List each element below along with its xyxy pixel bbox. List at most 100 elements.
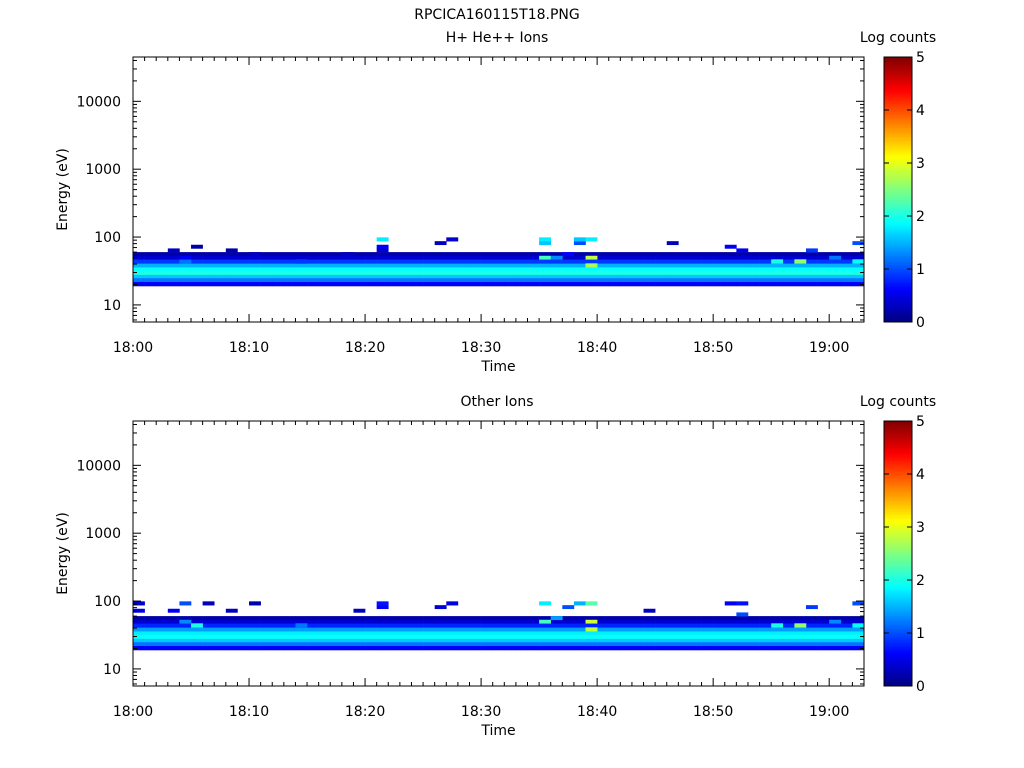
heatmap-cell <box>643 616 656 621</box>
heatmap-cell <box>307 631 319 635</box>
heatmap-cell <box>365 267 377 271</box>
heatmap-cell <box>759 274 772 279</box>
heatmap-cell <box>817 619 830 624</box>
heatmap-cell <box>307 259 319 264</box>
heatmap-cell <box>133 277 145 282</box>
heatmap-cell <box>295 631 308 635</box>
colorbar-segment <box>884 246 912 250</box>
heatmap-cell <box>237 281 250 287</box>
heatmap-cell <box>133 267 145 271</box>
heatmap-cell <box>573 274 586 279</box>
heatmap-cell <box>225 263 238 268</box>
heatmap-cell <box>829 255 842 260</box>
heatmap-cell <box>597 255 610 260</box>
heatmap-cell <box>353 259 366 264</box>
heatmap-cell <box>191 274 203 279</box>
heatmap-cell <box>840 263 853 268</box>
heatmap-cell <box>353 631 366 635</box>
colorbar-tick-label: 0 <box>916 679 925 695</box>
heatmap-cell <box>167 608 180 613</box>
heatmap-cell <box>411 616 424 621</box>
heatmap-cell <box>504 627 517 632</box>
heatmap-cell <box>376 274 389 279</box>
colorbar-segment <box>884 85 912 89</box>
colorbar-segment <box>884 251 912 255</box>
colorbar-frame <box>883 56 913 323</box>
heatmap-cell <box>643 267 656 271</box>
y-tick-label: 1000 <box>85 526 121 542</box>
heatmap-cell <box>446 263 459 268</box>
colorbar-segment <box>884 286 912 290</box>
heatmap-cell <box>573 601 586 606</box>
heatmap-cell <box>341 627 354 632</box>
heatmap-cell <box>144 259 157 264</box>
heatmap-cell <box>678 263 691 268</box>
heatmap-cell <box>295 259 308 264</box>
heatmap-cell <box>330 281 343 287</box>
heatmap-cell <box>133 601 145 606</box>
heatmap-cell <box>597 270 610 275</box>
heatmap-cell <box>829 638 842 643</box>
colorbar-segment <box>884 123 912 126</box>
heatmap-cell <box>620 277 633 282</box>
heatmap-cells <box>133 601 864 651</box>
heatmap-cell <box>597 274 610 279</box>
heatmap-cell <box>701 255 714 260</box>
heatmap-cell <box>805 641 818 646</box>
heatmap-cell <box>283 259 296 264</box>
colorbar-segment <box>884 432 912 435</box>
heatmap-cell <box>283 631 296 635</box>
heatmap-cell <box>225 619 238 624</box>
heatmap-cell <box>457 645 470 651</box>
x-tick-label: 18:50 <box>693 340 733 356</box>
colorbar-segment <box>884 531 912 535</box>
heatmap-cell <box>608 274 621 279</box>
heatmap-cell <box>365 627 377 632</box>
heatmap-cell <box>736 619 749 624</box>
heatmap-cell <box>399 277 412 282</box>
heatmap-cell <box>469 259 482 264</box>
heatmap-cell <box>759 634 772 639</box>
heatmap-cell <box>759 263 772 268</box>
heatmap-cell <box>469 267 482 271</box>
heatmap-cell <box>562 605 575 610</box>
heatmap-cell <box>446 634 459 639</box>
heatmap-cell <box>272 619 285 624</box>
colorbar-segment <box>884 163 912 166</box>
heatmap-cell <box>225 270 238 275</box>
heatmap-cell <box>446 616 459 621</box>
heatmap-cell <box>237 277 250 282</box>
heatmap-cell <box>214 270 227 275</box>
heatmap-cell <box>585 252 598 257</box>
colorbar-segment <box>884 626 912 630</box>
heatmap-cell <box>608 277 621 282</box>
heatmap-cell <box>643 277 656 282</box>
heatmap-cell <box>724 645 737 651</box>
colorbar-segment <box>884 467 912 471</box>
heatmap-cell <box>399 645 412 651</box>
heatmap-cell <box>852 623 864 628</box>
heatmap-cell <box>330 252 343 257</box>
colorbar-segment <box>884 551 912 554</box>
heatmap-cell <box>446 638 459 643</box>
heatmap-cell <box>191 252 203 257</box>
heatmap-cell <box>249 267 261 271</box>
heatmap-cell <box>423 641 435 646</box>
heatmap-cell <box>539 277 552 282</box>
heatmap-cell <box>701 631 714 635</box>
y-tick-label: 10 <box>103 298 121 314</box>
heatmap-cell <box>434 619 447 624</box>
heatmap-cell <box>249 641 261 646</box>
heatmap-cell <box>249 252 261 257</box>
colorbar-segment <box>884 204 912 208</box>
colorbar-segment <box>884 496 912 499</box>
colorbar-segment <box>884 535 912 539</box>
heatmap-cell <box>608 627 621 632</box>
heatmap-cell <box>481 281 493 287</box>
heatmap-cell <box>156 627 169 632</box>
heatmap-cell <box>620 259 633 264</box>
heatmap-cell <box>423 259 435 264</box>
heatmap-cell <box>666 259 679 264</box>
heatmap-cell <box>144 252 157 257</box>
heatmap-cell <box>469 638 482 643</box>
